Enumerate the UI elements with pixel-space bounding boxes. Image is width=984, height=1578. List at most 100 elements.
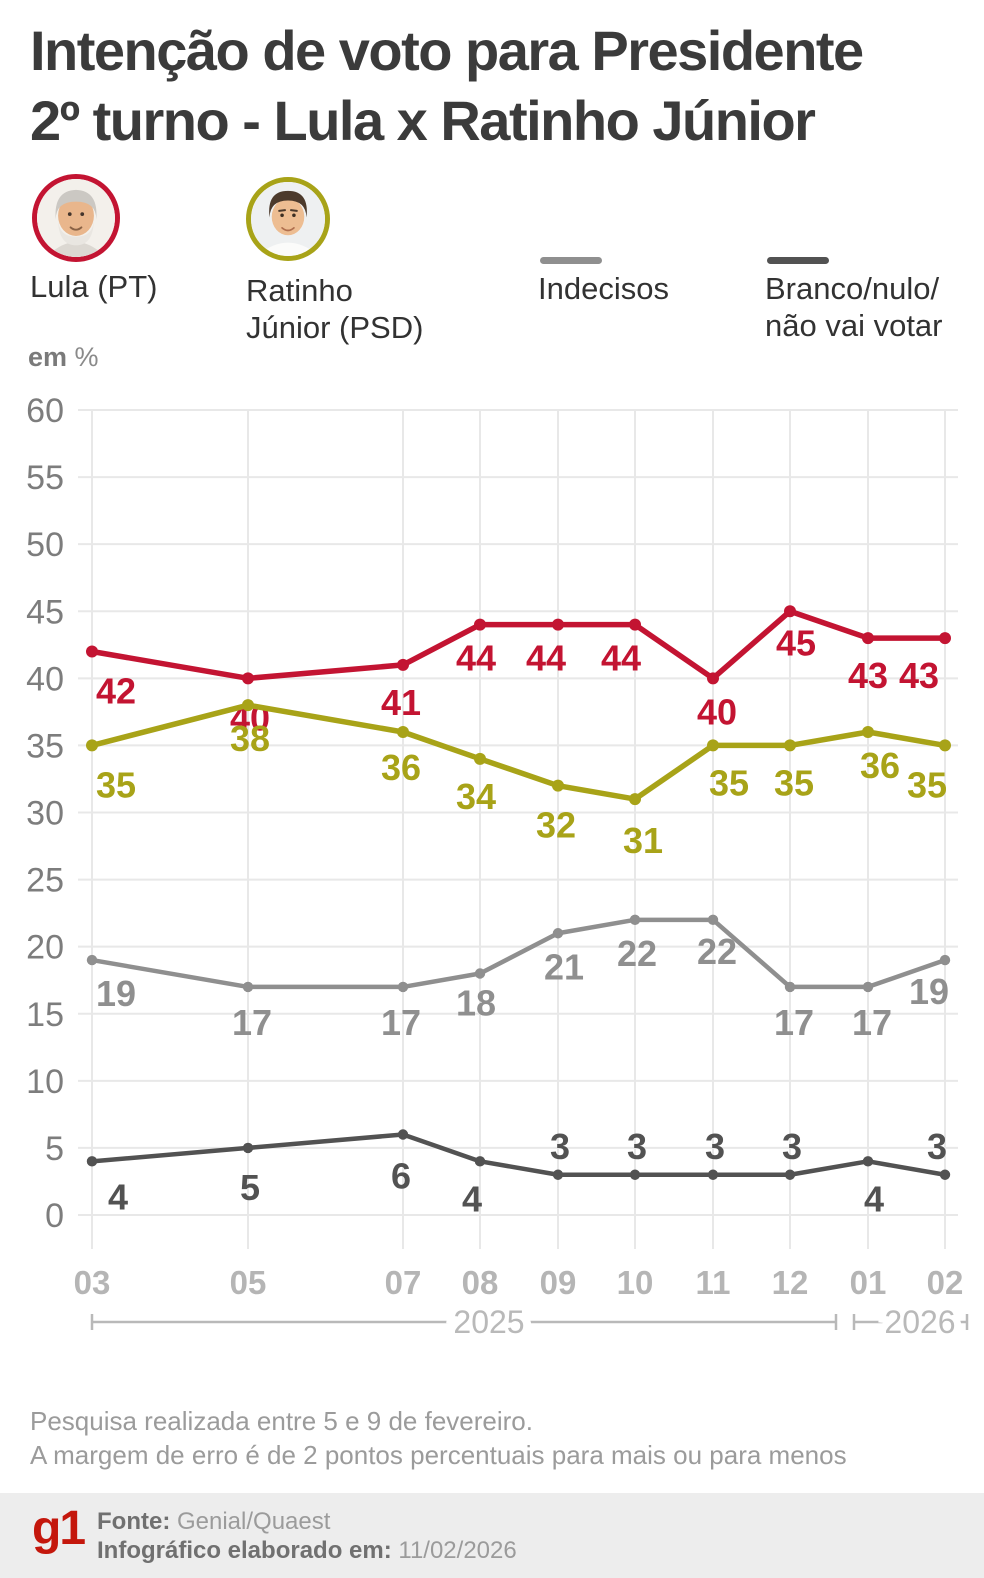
data-point [397, 726, 409, 738]
data-point [629, 618, 641, 631]
data-point-label: 43 [848, 655, 888, 696]
data-point [707, 1169, 719, 1180]
x-tick-label: 12 [772, 1264, 809, 1301]
legend-swatch-branco [767, 257, 829, 264]
y-tick-label: 45 [26, 593, 64, 631]
data-point-label: 17 [774, 1002, 814, 1043]
data-point-label: 35 [709, 762, 749, 803]
data-point-label: 36 [860, 745, 900, 786]
data-point-label: 22 [617, 933, 657, 974]
data-point [86, 954, 98, 966]
methodology-notes: Pesquisa realizada entre 5 e 9 de fevere… [30, 1404, 847, 1472]
data-point-label: 19 [96, 973, 136, 1014]
data-point-label: 19 [909, 971, 949, 1012]
info-line: Infográfico elaborado em: 11/02/2026 [97, 1536, 517, 1565]
series-line-1 [89, 702, 948, 802]
data-point [242, 699, 254, 712]
data-point [629, 1169, 641, 1180]
y-tick-label: 15 [26, 996, 64, 1034]
data-point [784, 605, 796, 618]
source-label: Fonte: [97, 1508, 171, 1535]
data-point [552, 928, 564, 939]
legend-label-branco-line1: Branco/nulo/ [765, 271, 940, 306]
data-point [707, 914, 719, 926]
y-tick-label: 0 [45, 1197, 64, 1235]
data-point [397, 1129, 409, 1140]
legend-swatch-indecisos [540, 257, 602, 264]
data-point [862, 632, 874, 645]
g1-logo: g1 [32, 1502, 86, 1555]
note-line-1: Pesquisa realizada entre 5 e 9 de fevere… [30, 1406, 533, 1436]
data-point [784, 739, 796, 752]
year-label-2025: 2025 [453, 1304, 524, 1340]
data-point-label: 44 [526, 638, 566, 679]
data-point [552, 779, 564, 792]
legend-label-branco-line2: não vai votar [765, 308, 943, 343]
data-point [397, 658, 409, 671]
data-point-label: 3 [927, 1126, 947, 1167]
data-point-label: 45 [776, 622, 816, 663]
data-point-label: 31 [623, 820, 663, 861]
legend-label-ratinho: Ratinho Júnior (PSD) [246, 272, 423, 346]
data-point [86, 645, 98, 658]
legend-label-indecisos: Indecisos [538, 271, 669, 306]
x-tick-label: 09 [540, 1264, 577, 1301]
avatar-ratinho [246, 177, 330, 261]
data-point-label: 42 [96, 671, 136, 712]
data-point-label: 22 [697, 931, 737, 972]
data-point [707, 739, 719, 752]
legend-label-branco: Branco/nulo/ não vai votar [765, 270, 943, 344]
series-line-3 [89, 1132, 948, 1177]
title-line-1: Intenção de voto para Presidente [30, 19, 864, 82]
series-line-0 [89, 608, 948, 682]
y-tick-label: 40 [26, 660, 64, 698]
data-point-label: 36 [381, 747, 421, 788]
data-point-label: 18 [456, 983, 496, 1024]
data-point [397, 981, 409, 993]
data-point [939, 632, 951, 645]
unit-bold: em [28, 342, 68, 372]
legend-label-ratinho-line2: Júnior (PSD) [246, 310, 424, 345]
data-point-label: 38 [230, 718, 270, 759]
data-point [474, 1156, 486, 1167]
x-tick-label: 01 [850, 1264, 887, 1301]
data-point-label: 6 [391, 1156, 411, 1197]
data-point-label: 17 [232, 1002, 272, 1043]
x-tick-label: 03 [74, 1264, 111, 1301]
data-point [552, 1169, 564, 1180]
data-point-label: 4 [108, 1176, 128, 1217]
info-label: Infográfico elaborado em: [97, 1537, 392, 1564]
legend-label-ratinho-line1: Ratinho [246, 273, 353, 308]
data-point [939, 954, 951, 966]
series-line-2 [89, 917, 948, 990]
unit-rest: % [74, 342, 99, 372]
data-point [629, 793, 641, 806]
data-point [242, 981, 254, 993]
data-point [784, 981, 796, 993]
data-point [474, 968, 486, 979]
x-tick-label: 02 [927, 1264, 964, 1301]
x-tick-label: 08 [462, 1264, 499, 1301]
data-point [939, 739, 951, 752]
data-point [552, 618, 564, 631]
avatar-lula [32, 174, 120, 262]
data-point [86, 739, 98, 752]
data-point [474, 752, 486, 765]
data-point-label: 34 [456, 776, 496, 817]
data-point-label: 3 [782, 1126, 802, 1167]
data-point-label: 3 [705, 1126, 725, 1167]
data-point [707, 672, 719, 685]
data-point-label: 4 [864, 1178, 884, 1219]
legend-label-lula: Lula (PT) [30, 269, 158, 304]
data-point [629, 914, 641, 926]
info-value: 11/02/2026 [398, 1537, 517, 1564]
data-point [784, 1169, 796, 1180]
source-line: Fonte: Genial/Quaest [97, 1507, 517, 1536]
y-tick-label: 35 [26, 727, 64, 765]
y-tick-label: 60 [26, 392, 64, 430]
data-point-label: 3 [550, 1126, 570, 1167]
data-point-label: 44 [601, 638, 641, 679]
note-line-2: A margem de erro é de 2 pontos percentua… [30, 1440, 847, 1470]
data-point [242, 672, 254, 685]
